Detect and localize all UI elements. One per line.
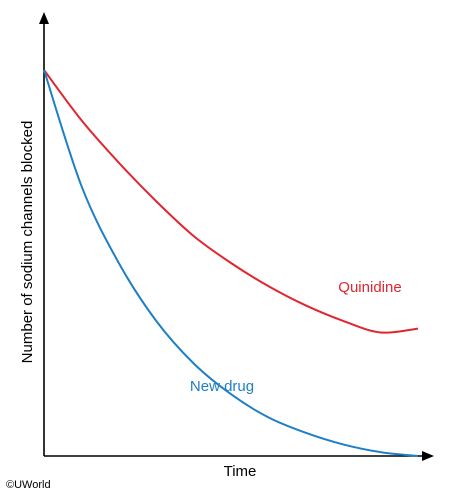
- x-axis-arrow-icon: [422, 451, 434, 461]
- series-line-quinidine: [43, 69, 419, 334]
- series-layer: [43, 69, 419, 457]
- series-line-new-drug: [43, 69, 419, 457]
- axes: [39, 12, 434, 461]
- copyright-credit: ©UWorld: [6, 479, 51, 491]
- y-axis-arrow-icon: [39, 12, 49, 24]
- series-label-new-drug: New drug: [190, 378, 254, 395]
- x-axis-title: Time: [224, 463, 257, 480]
- series-label-quinidine: Quinidine: [338, 279, 401, 296]
- y-axis-title: Number of sodium channels blocked: [19, 121, 36, 364]
